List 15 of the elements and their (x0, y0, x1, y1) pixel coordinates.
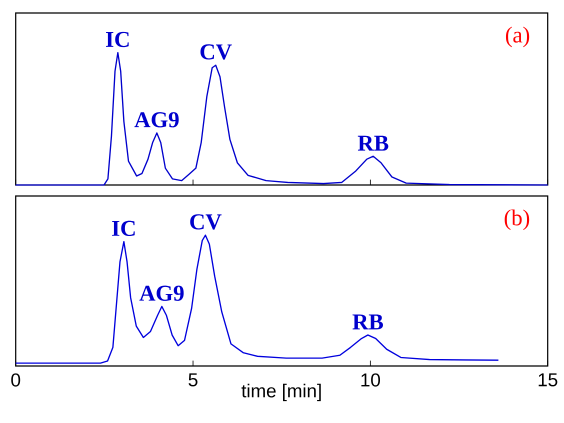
annotation: CV (190, 214, 222, 230)
annotation: AG9 (134, 112, 179, 128)
annotation: IC (112, 220, 135, 236)
annotation: RB (358, 136, 388, 151)
x-tick-label: 5 (188, 373, 198, 386)
x-tick-label: 15 (538, 373, 558, 386)
x-tick-label: 0 (11, 373, 20, 387)
x-axis-title: time [min] (242, 384, 321, 402)
text: (a) (506, 26, 530, 48)
annotation: CV (200, 44, 232, 60)
x-tick-label: 10 (361, 373, 380, 387)
text: (b) (504, 209, 530, 230)
annotation: IC (106, 32, 129, 48)
annotation: AG9 (139, 286, 184, 301)
annotation: RB (352, 314, 383, 330)
